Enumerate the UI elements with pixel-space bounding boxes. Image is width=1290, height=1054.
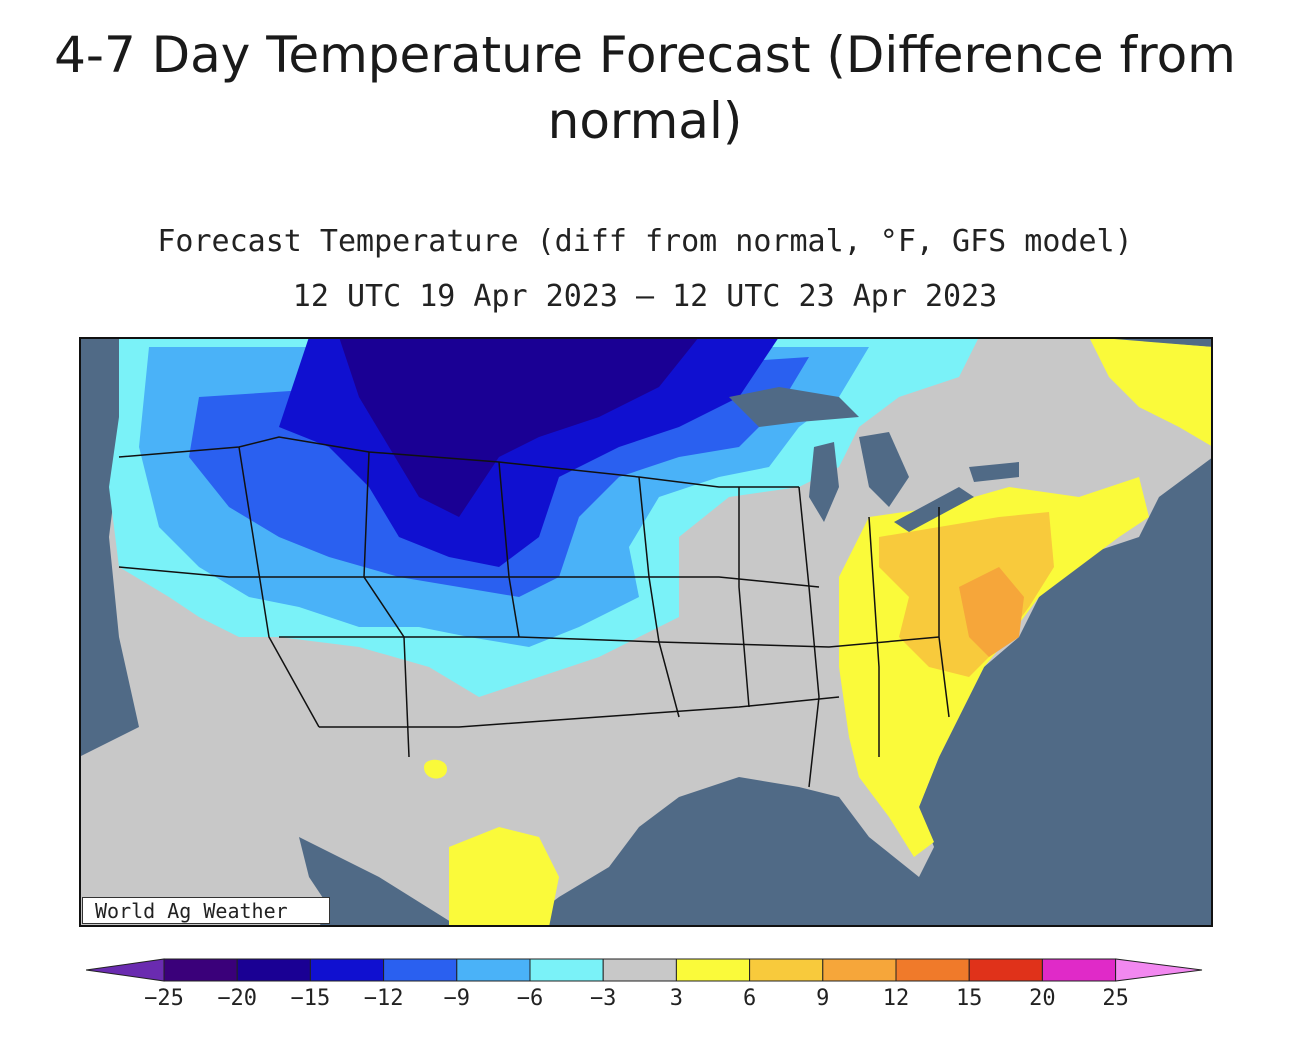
legend-tick-label: −3 bbox=[590, 986, 617, 1011]
lake-michigan bbox=[809, 442, 839, 522]
legend-swatch bbox=[968, 958, 1043, 982]
legend-swatch bbox=[383, 958, 458, 982]
legend-tick-label: 12 bbox=[883, 986, 910, 1011]
legend-tick-label: −6 bbox=[517, 986, 544, 1011]
map-title: Forecast Temperature (diff from normal, … bbox=[157, 224, 1133, 259]
legend-tick-label: 6 bbox=[743, 986, 756, 1011]
legend-swatch bbox=[163, 958, 238, 982]
credit-label: World Ag Weather bbox=[82, 897, 330, 924]
legend-swatch-arrow-high bbox=[1115, 958, 1203, 982]
legend-tick-label: −20 bbox=[217, 986, 257, 1011]
legend-tick-label: 20 bbox=[1029, 986, 1056, 1011]
legend-tick-label: −9 bbox=[444, 986, 471, 1011]
lake-erie bbox=[894, 487, 974, 532]
legend-tick-label: −12 bbox=[364, 986, 404, 1011]
legend-swatch bbox=[822, 958, 897, 982]
forecast-map bbox=[79, 337, 1213, 927]
legend-tick-label: −25 bbox=[144, 986, 184, 1011]
yellow-region-mexico bbox=[449, 827, 559, 927]
legend-swatch bbox=[309, 958, 385, 982]
legend-swatch bbox=[1041, 958, 1117, 982]
legend-swatch-arrow-low bbox=[86, 958, 165, 982]
color-legend: −25 −20 −15 −12 −9 −6 −3 3 6 9 12 15 20 25 bbox=[86, 958, 1203, 1011]
orange-region bbox=[959, 567, 1024, 657]
legend-swatch bbox=[749, 958, 824, 982]
legend-tick-label: 9 bbox=[816, 986, 829, 1011]
legend-swatch bbox=[602, 958, 677, 982]
page-title: 4-7 Day Temperature Forecast (Difference… bbox=[54, 26, 1236, 150]
map-date-range: 12 UTC 19 Apr 2023 – 12 UTC 23 Apr 2023 bbox=[292, 279, 998, 314]
legend-tick-label: 3 bbox=[670, 986, 683, 1011]
navy-region bbox=[339, 337, 699, 517]
legend-swatch bbox=[675, 958, 751, 982]
legend-swatch bbox=[895, 958, 970, 982]
legend-tick-label: −15 bbox=[291, 986, 331, 1011]
legend-swatch bbox=[529, 958, 604, 982]
legend-tick-label: 25 bbox=[1102, 986, 1129, 1011]
legend-swatch bbox=[456, 958, 531, 982]
lake-huron bbox=[859, 432, 909, 507]
map-border bbox=[79, 337, 1213, 927]
state-boundaries bbox=[118, 436, 950, 788]
yellow-spot bbox=[424, 759, 447, 779]
lake-superior bbox=[729, 387, 859, 427]
yellow-region-northeast bbox=[1089, 337, 1213, 447]
lake-ontario bbox=[969, 462, 1019, 482]
legend-tick-label: 15 bbox=[956, 986, 983, 1011]
legend-swatch bbox=[236, 958, 311, 982]
